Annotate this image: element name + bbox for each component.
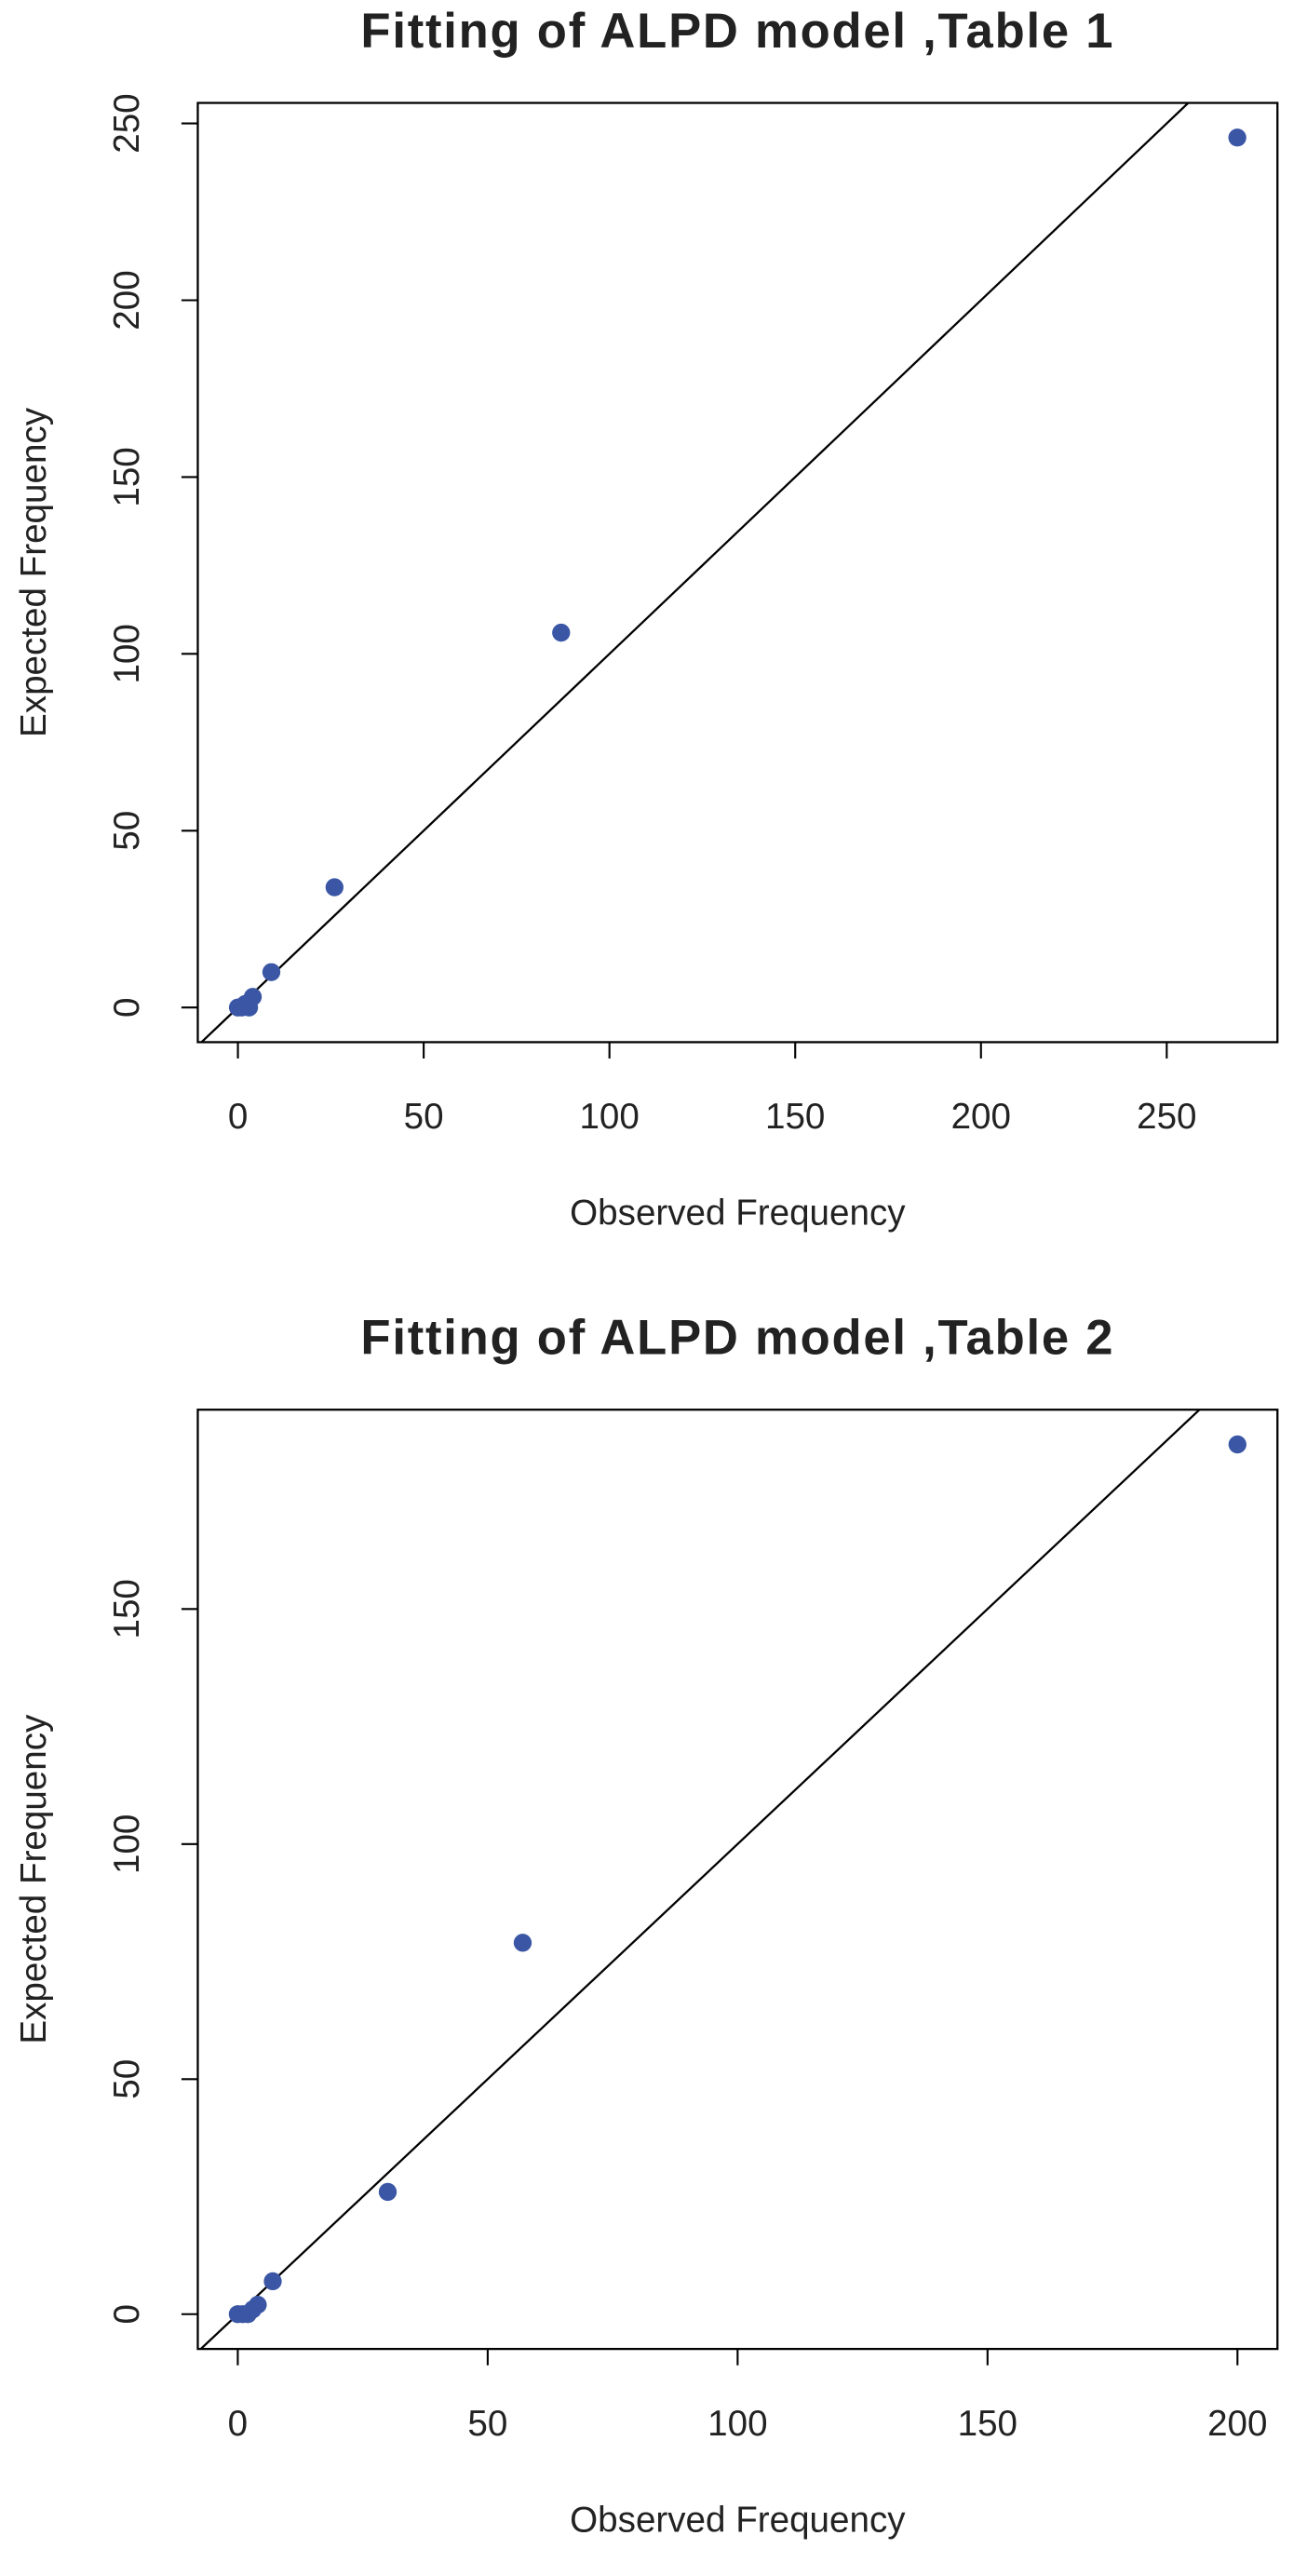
x-tick-label: 200 [1207,2404,1267,2444]
y-tick-label: 100 [107,1814,147,1874]
x-tick-label: 0 [228,1097,248,1137]
y-tick-label: 200 [107,270,147,330]
point [552,623,571,642]
point [263,2272,282,2291]
y-tick-label: 150 [107,447,147,506]
point [262,963,281,981]
y-tick-label: 50 [107,2059,147,2099]
point [513,1934,532,1952]
x-axis-label: Observed Frequency [570,2500,906,2540]
chart-title: Fitting of ALPD model ,Table 1 [360,4,1114,59]
reference-line [199,102,1191,1043]
y-axis-label: Expected Frequency [14,407,54,737]
x-tick-label: 50 [467,2404,507,2444]
reference-line [199,1409,1202,2350]
point [249,2295,267,2314]
y-tick-label: 150 [107,1579,147,1639]
x-tick-label: 250 [1137,1097,1196,1137]
x-tick-label: 0 [228,2404,248,2444]
point [325,878,344,897]
x-tick-label: 150 [765,1097,825,1137]
chart-title: Fitting of ALPD model ,Table 2 [360,1310,1114,1365]
x-axis-label: Observed Frequency [570,1194,906,1234]
y-tick-label: 50 [107,811,147,851]
x-tick-label: 100 [579,1097,639,1137]
x-tick-label: 150 [958,2404,1017,2444]
x-tick-label: 200 [951,1097,1011,1137]
point [243,988,263,1006]
x-tick-label: 50 [404,1097,444,1137]
y-tick-label: 250 [107,93,147,153]
y-axis-label: Expected Frequency [14,1714,54,2044]
point [1228,128,1246,147]
point [1228,1435,1246,1454]
plot: Fitting of ALPD model ,Table 2 0 50 100 150 2… [14,1310,1279,2540]
y-tick-label: 100 [107,624,147,683]
y-tick-label: 0 [107,997,147,1017]
plot-frame [196,1409,1279,2351]
y-tick-label: 0 [107,2304,147,2324]
plot: Fitting of ALPD model ,Table 1 0 50 100 150 2… [14,4,1279,1234]
plot-frame [196,101,1279,1044]
x-tick-label: 100 [707,2404,767,2444]
point [378,2182,397,2202]
